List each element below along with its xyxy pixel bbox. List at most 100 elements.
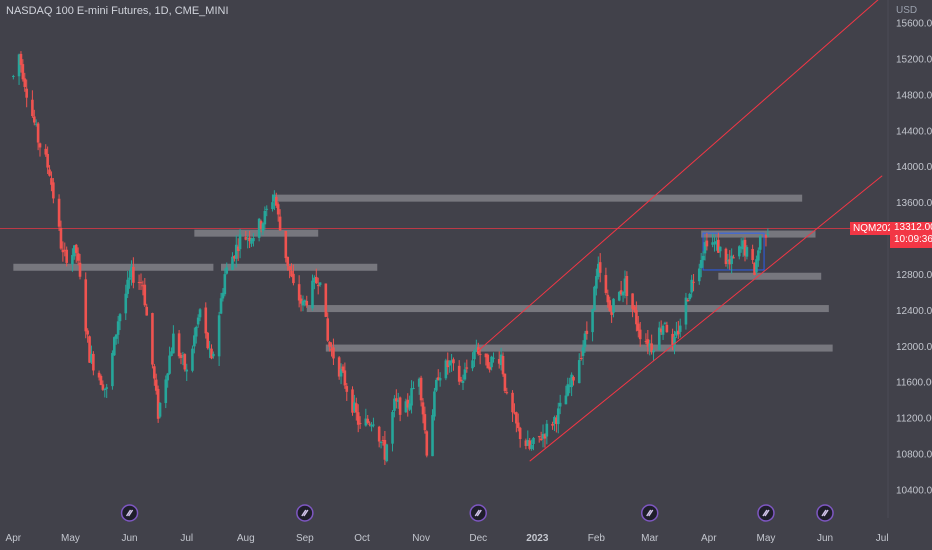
symbol-badge[interactable]: NQM2023	[850, 222, 902, 235]
candle-up	[663, 322, 667, 324]
event-marker-icon[interactable]	[120, 504, 139, 522]
candle-down	[446, 360, 450, 368]
candle-down	[625, 276, 629, 296]
candle-down	[528, 440, 531, 449]
candle-down	[48, 169, 51, 176]
candle-up	[257, 218, 261, 238]
candle-down	[511, 392, 514, 413]
event-marker-icon[interactable]	[296, 504, 314, 522]
candle-up	[541, 433, 545, 439]
candle-down	[366, 418, 370, 423]
candle-down	[398, 397, 402, 415]
price-tick-label: 13600.00	[896, 198, 932, 209]
candle-down	[501, 355, 505, 375]
candle-down	[743, 239, 747, 256]
candle-down	[52, 182, 55, 199]
candle-down	[671, 333, 674, 346]
candle-up	[196, 317, 200, 325]
candle-up	[583, 333, 587, 348]
event-marker-ring	[296, 504, 314, 522]
price-axis[interactable]: 10400.00 10800.00 11200.00 11600.00 12000.00…	[896, 19, 932, 497]
candle-up	[181, 355, 185, 357]
price-tick-label: 10800.00	[896, 450, 932, 461]
event-marker-icon[interactable]	[640, 504, 659, 522]
time-tick-label: Sep	[296, 533, 314, 544]
time-tick-label: Dec	[469, 533, 487, 544]
candle-down	[644, 341, 648, 343]
candle-up	[185, 369, 189, 372]
candle-down	[132, 266, 135, 283]
candle-up	[577, 360, 581, 384]
candle-up	[212, 353, 215, 357]
candle-up	[231, 256, 234, 271]
event-marker-icon[interactable]	[469, 504, 487, 522]
candle-up	[570, 374, 573, 388]
candle-down	[635, 310, 638, 325]
candle-down	[457, 365, 461, 382]
candle-down	[141, 285, 145, 287]
candle-down	[753, 262, 756, 275]
candle-up	[581, 347, 585, 357]
price-tick-label: 12000.00	[896, 342, 932, 353]
candle-down	[210, 348, 213, 359]
candle-up	[492, 357, 495, 359]
candle-up	[164, 379, 168, 404]
price-tick-label: 14800.00	[896, 90, 932, 101]
candle-down	[524, 440, 528, 446]
price-tick-label: 14000.00	[896, 162, 932, 173]
time-tick-label: Jun	[817, 533, 833, 544]
candle-up	[217, 315, 221, 357]
candle-up	[34, 123, 38, 125]
event-marker-icon[interactable]	[816, 504, 834, 522]
candle-down	[286, 256, 290, 266]
candle-down	[423, 414, 427, 431]
zone-band	[272, 194, 803, 202]
trendline	[529, 175, 883, 462]
candle-down	[204, 307, 208, 334]
candle-up	[499, 354, 503, 366]
candle-up	[713, 242, 716, 244]
candle-up	[545, 423, 549, 437]
candle-down	[153, 366, 156, 379]
candle-down	[619, 290, 623, 295]
event-marker-ring	[120, 504, 139, 522]
candle-down	[604, 275, 608, 293]
candle-up	[303, 300, 307, 302]
candle-up	[71, 255, 74, 265]
candle-up	[158, 402, 162, 417]
last-price-value: 13312.00	[894, 222, 932, 233]
candle-down	[156, 388, 160, 419]
price-tick-label: 12400.00	[896, 306, 932, 317]
candle-down	[659, 328, 663, 333]
candle-up	[433, 391, 436, 417]
candle-up	[526, 439, 530, 446]
event-marker-icon[interactable]	[757, 504, 775, 522]
candle-up	[532, 437, 535, 444]
candle-down	[343, 370, 347, 386]
candle-down	[84, 279, 88, 332]
candle-down	[32, 116, 36, 123]
candle-down	[537, 436, 541, 438]
candle-up	[564, 395, 568, 405]
candle-down	[406, 399, 410, 408]
candle-down	[154, 379, 158, 391]
candle-up	[17, 54, 21, 77]
candle-down	[395, 398, 398, 402]
candle-down	[358, 422, 362, 424]
candle-down	[183, 354, 187, 370]
candle-up	[739, 246, 743, 249]
candle-down	[101, 384, 105, 390]
candle-up	[758, 235, 762, 250]
candle-down	[677, 330, 680, 335]
candle-down	[99, 375, 103, 386]
candle-up	[566, 384, 570, 396]
last-price-badge[interactable]: 13312.00 10:09:36	[890, 222, 932, 248]
time-axis[interactable]: Apr May Jun Jul Aug Sep Oct Nov Dec 2023 Feb Mar Apr…	[6, 533, 889, 544]
zone-band	[325, 344, 833, 352]
event-marker-glyph	[301, 509, 309, 517]
candle-down	[278, 216, 282, 231]
event-markers[interactable]	[120, 504, 834, 522]
time-tick-label: Nov	[412, 533, 430, 544]
candle-up	[673, 336, 676, 347]
